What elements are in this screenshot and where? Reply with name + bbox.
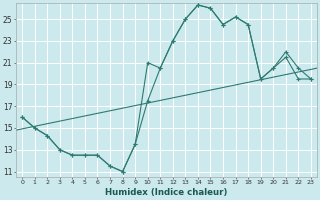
X-axis label: Humidex (Indice chaleur): Humidex (Indice chaleur) xyxy=(105,188,228,197)
